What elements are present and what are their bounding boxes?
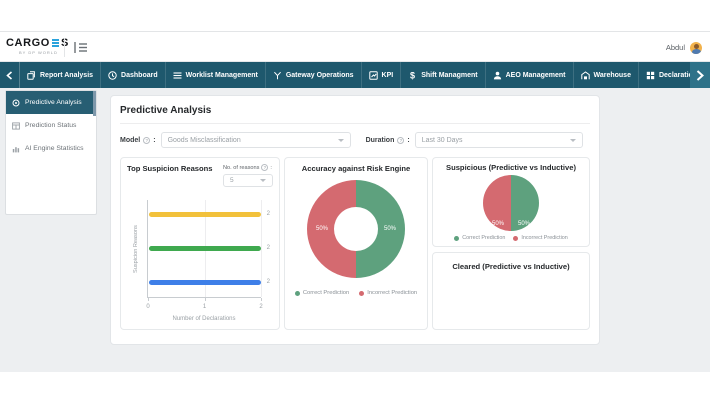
sidebar-item-prediction-status[interactable]: Prediction Status: [6, 114, 96, 137]
slice-label: 50%: [316, 226, 329, 232]
nav-scroll-right-icon[interactable]: [690, 62, 710, 88]
chevron-down-icon: [569, 138, 576, 142]
help-icon[interactable]: ?: [261, 164, 269, 171]
grid-icon: [646, 71, 655, 79]
chart-legend: Correct Prediction Incorrect Prediction: [438, 235, 584, 241]
panel-title: Suspicious (Predictive vs Inductive): [446, 163, 576, 172]
nav-item-gateway-operations[interactable]: Gateway Operations: [266, 62, 362, 88]
y-axis-label: Suspicion Reasons: [133, 225, 139, 273]
main-navbar: Report Analysis Dashboard Worklist Manag…: [0, 62, 710, 88]
sidebar-scrollbar[interactable]: [93, 91, 96, 116]
bar-green: [149, 246, 261, 251]
person-icon: [493, 71, 501, 79]
x-axis-label: Number of Declarations: [172, 316, 236, 322]
help-icon[interactable]: ?: [397, 136, 405, 144]
kpi-icon: [368, 70, 378, 80]
filters-row: Model ? : Goods Misclassification Durati…: [120, 132, 590, 148]
top-suspicion-reasons-panel: Top Suspicion Reasons No. of reasons ? :…: [120, 157, 280, 330]
model-select[interactable]: Goods Misclassification: [160, 132, 351, 148]
dollar-icon: $: [410, 71, 415, 80]
legend-dot-green: [454, 235, 460, 241]
legend-dot-red: [359, 290, 365, 296]
legend-correct: Correct Prediction: [454, 235, 505, 241]
bar-value: 2: [266, 245, 270, 251]
dashboard-icon: [108, 70, 117, 80]
gridline: [261, 200, 262, 297]
bar-chart-plot: 2 2 2 0 1 2: [146, 200, 270, 310]
model-label: Model ? :: [120, 136, 156, 144]
logo-e-bars-icon: [51, 39, 59, 47]
slice-label: 50%: [492, 221, 505, 227]
bar-value: 2: [266, 211, 270, 217]
top-header: CARGO S BY DP WORLD Abdul: [0, 31, 710, 62]
bar-yellow: [149, 212, 261, 217]
svg-text:$: $: [410, 71, 415, 80]
slice-label: 50%: [383, 226, 396, 232]
nav-item-warehouse[interactable]: Warehouse: [574, 62, 639, 88]
left-sidebar: Predictive Analysis Prediction Status AI…: [5, 90, 97, 215]
user-name: Abdul: [665, 43, 685, 52]
gateway-icon: [273, 71, 281, 79]
main-panel: Predictive Analysis Model ? : Goods Misc…: [110, 95, 600, 345]
no-of-reasons-label: No. of reasons ? :: [223, 164, 272, 171]
logo-tagline: BY DP WORLD: [19, 50, 58, 55]
legend-correct: Correct Prediction: [294, 290, 349, 296]
x-tick: 2: [259, 304, 263, 310]
chart-legend: Correct Prediction Incorrect Prediction: [291, 290, 421, 296]
logo-text-left: CARGO: [6, 37, 50, 49]
accuracy-risk-engine-panel: Accuracy against Risk Engine 50% 50% Cor…: [284, 157, 428, 330]
nav-item-dashboard[interactable]: Dashboard: [101, 62, 166, 88]
page-title: Predictive Analysis: [120, 105, 590, 124]
sidebar-item-ai-engine-statistics[interactable]: AI Engine Statistics: [6, 137, 96, 160]
x-tick: 0: [146, 304, 150, 310]
content-area: Predictive Analysis Prediction Status AI…: [0, 88, 710, 372]
warehouse-icon: [580, 70, 590, 79]
panel-title: Cleared (Predictive vs Inductive): [452, 262, 570, 271]
nav-item-report-analysis[interactable]: Report Analysis: [20, 62, 102, 88]
worklist-icon: [173, 71, 182, 79]
nav-item-worklist-management[interactable]: Worklist Management: [166, 62, 266, 88]
bar-blue: [149, 280, 261, 285]
slice-label: 50%: [517, 221, 530, 227]
suspicious-pie-chart: [483, 175, 539, 231]
user-menu[interactable]: Abdul: [666, 32, 702, 63]
no-of-reasons-select[interactable]: 5: [223, 174, 273, 187]
help-icon[interactable]: ?: [143, 136, 151, 144]
header-divider: [64, 38, 65, 57]
duration-select[interactable]: Last 30 Days: [414, 132, 583, 148]
suspicious-panel: Suspicious (Predictive vs Inductive) 50%…: [432, 157, 590, 247]
table-icon: [12, 121, 20, 130]
legend-incorrect: Incorrect Prediction: [359, 290, 417, 296]
duration-label: Duration ? :: [365, 136, 410, 144]
cargoes-logo: CARGO S BY DP WORLD: [6, 37, 69, 55]
sidebar-item-predictive-analysis[interactable]: Predictive Analysis: [6, 91, 96, 114]
nav-scroll-left-icon[interactable]: [0, 62, 20, 88]
donut-hole: [334, 207, 378, 251]
panel-title: Top Suspicion Reasons: [127, 164, 213, 173]
x-tick: 1: [202, 304, 207, 310]
sidebar-toggle-icon[interactable]: [74, 41, 88, 54]
gear-icon: [12, 99, 20, 106]
bar-chart-icon: [12, 146, 20, 152]
legend-dot-green: [294, 290, 300, 296]
legend-dot-red: [513, 235, 519, 241]
nav-item-aeo-management[interactable]: AEO Management: [486, 62, 574, 88]
chevron-down-icon: [337, 138, 344, 142]
legend-incorrect: Incorrect Prediction: [513, 235, 568, 241]
cleared-panel: Cleared (Predictive vs Inductive): [432, 252, 590, 330]
report-analysis-icon: [27, 70, 35, 80]
nav-item-kpi[interactable]: KPI: [362, 62, 402, 88]
panel-title: Accuracy against Risk Engine: [301, 164, 411, 173]
chevron-down-icon: [260, 179, 266, 182]
user-avatar: [690, 41, 702, 54]
bar-value: 2: [266, 279, 270, 285]
nav-item-shift-managment[interactable]: $ Shift Managment: [401, 62, 486, 88]
